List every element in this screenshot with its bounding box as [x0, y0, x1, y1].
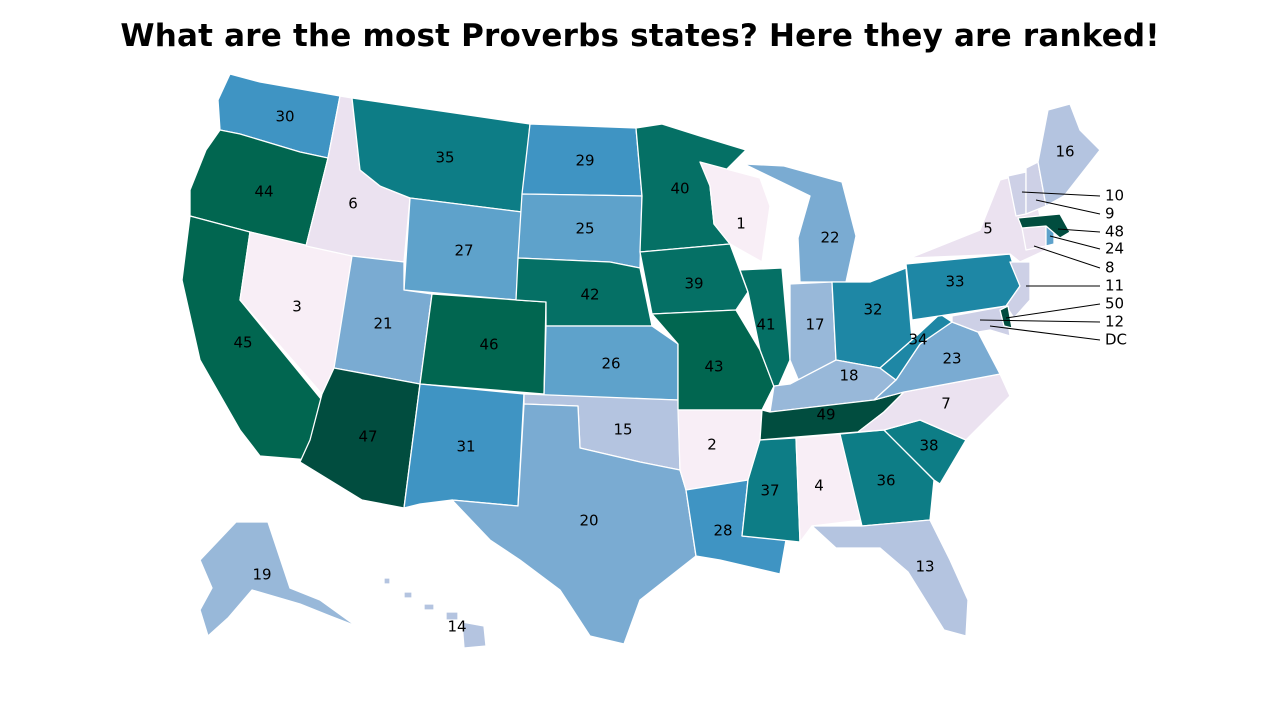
- state-nj[interactable]: [1005, 261, 1031, 319]
- state-label-nc: 7: [941, 395, 951, 413]
- state-label-ca: 45: [233, 334, 252, 352]
- callout-label-nj: 11: [1105, 277, 1124, 295]
- state-label-mo: 43: [704, 358, 723, 376]
- state-label-ky: 18: [839, 367, 858, 385]
- state-label-ny: 5: [983, 220, 993, 238]
- state-label-wi: 1: [736, 215, 746, 233]
- callout-line-de: [1005, 303, 1101, 319]
- state-label-ne: 42: [580, 286, 599, 304]
- state-label-ms: 37: [760, 482, 779, 500]
- state-label-co: 46: [479, 336, 498, 354]
- callout-label-ct: 8: [1105, 259, 1115, 277]
- state-label-or: 44: [254, 183, 273, 201]
- state-md[interactable]: [951, 305, 1011, 337]
- state-label-mn: 40: [670, 180, 689, 198]
- callout-label-ri: 24: [1105, 240, 1124, 258]
- state-ms[interactable]: [741, 437, 801, 543]
- state-al[interactable]: [795, 433, 863, 543]
- state-tx[interactable]: [451, 403, 697, 645]
- state-label-va: 23: [942, 350, 961, 368]
- callout-label-de: 50: [1105, 295, 1124, 313]
- state-label-id: 6: [348, 195, 358, 213]
- callout-label-nh: 9: [1105, 205, 1115, 223]
- state-label-pa: 33: [945, 273, 964, 291]
- state-label-oh: 32: [863, 301, 882, 319]
- state-label-mt: 35: [435, 149, 454, 167]
- state-label-la: 28: [713, 522, 732, 540]
- state-label-ok: 15: [613, 421, 632, 439]
- state-label-tx: 20: [579, 512, 598, 530]
- callout-line-ma: [1057, 228, 1101, 233]
- state-label-sc: 38: [919, 437, 938, 455]
- state-label-wy: 27: [454, 242, 473, 260]
- state-label-ar: 2: [707, 436, 717, 454]
- state-label-il: 41: [756, 316, 775, 334]
- state-label-fl: 13: [915, 558, 934, 576]
- state-label-nm: 31: [456, 438, 475, 456]
- page-title: What are the most Proverbs states? Here …: [120, 18, 1160, 54]
- state-label-in: 17: [805, 316, 824, 334]
- state-nc[interactable]: [857, 373, 1011, 441]
- state-ma[interactable]: [1017, 213, 1071, 239]
- state-ia[interactable]: [639, 243, 749, 315]
- state-label-mi: 22: [820, 229, 839, 247]
- state-label-ut: 21: [373, 315, 392, 333]
- state-wi[interactable]: [699, 161, 771, 263]
- state-label-me: 16: [1055, 143, 1074, 161]
- callout-line-md: [979, 319, 1101, 323]
- state-label-ia: 39: [684, 275, 703, 293]
- state-label-nd: 29: [575, 152, 594, 170]
- state-me[interactable]: [1037, 103, 1101, 207]
- callout-label-md: 12: [1105, 313, 1124, 331]
- callout-label-dc: DC: [1105, 331, 1127, 349]
- callout-label-vt: 10: [1105, 187, 1124, 205]
- state-label-sd: 25: [575, 220, 594, 238]
- state-label-wv: 34: [908, 331, 927, 349]
- state-label-al: 4: [814, 477, 824, 495]
- callout-line-vt: [1021, 191, 1101, 197]
- state-mo[interactable]: [651, 309, 775, 411]
- state-label-wa: 30: [275, 108, 294, 126]
- state-hi[interactable]: [383, 577, 487, 649]
- state-label-hi: 14: [447, 618, 466, 636]
- callout-line-ri: [1049, 235, 1101, 250]
- state-label-ga: 36: [876, 472, 895, 490]
- callout-line-nh: [1035, 199, 1101, 215]
- callout-line-dc: [989, 325, 1101, 341]
- state-label-nv: 3: [292, 298, 302, 316]
- state-label-ak: 19: [252, 566, 271, 584]
- callout-label-ma: 48: [1105, 223, 1124, 241]
- state-fl[interactable]: [811, 519, 969, 637]
- state-ak[interactable]: [199, 521, 357, 637]
- state-label-tn: 49: [816, 406, 835, 424]
- state-label-ks: 26: [601, 355, 620, 373]
- state-label-az: 47: [358, 428, 377, 446]
- callout-line-ct: [1033, 245, 1101, 269]
